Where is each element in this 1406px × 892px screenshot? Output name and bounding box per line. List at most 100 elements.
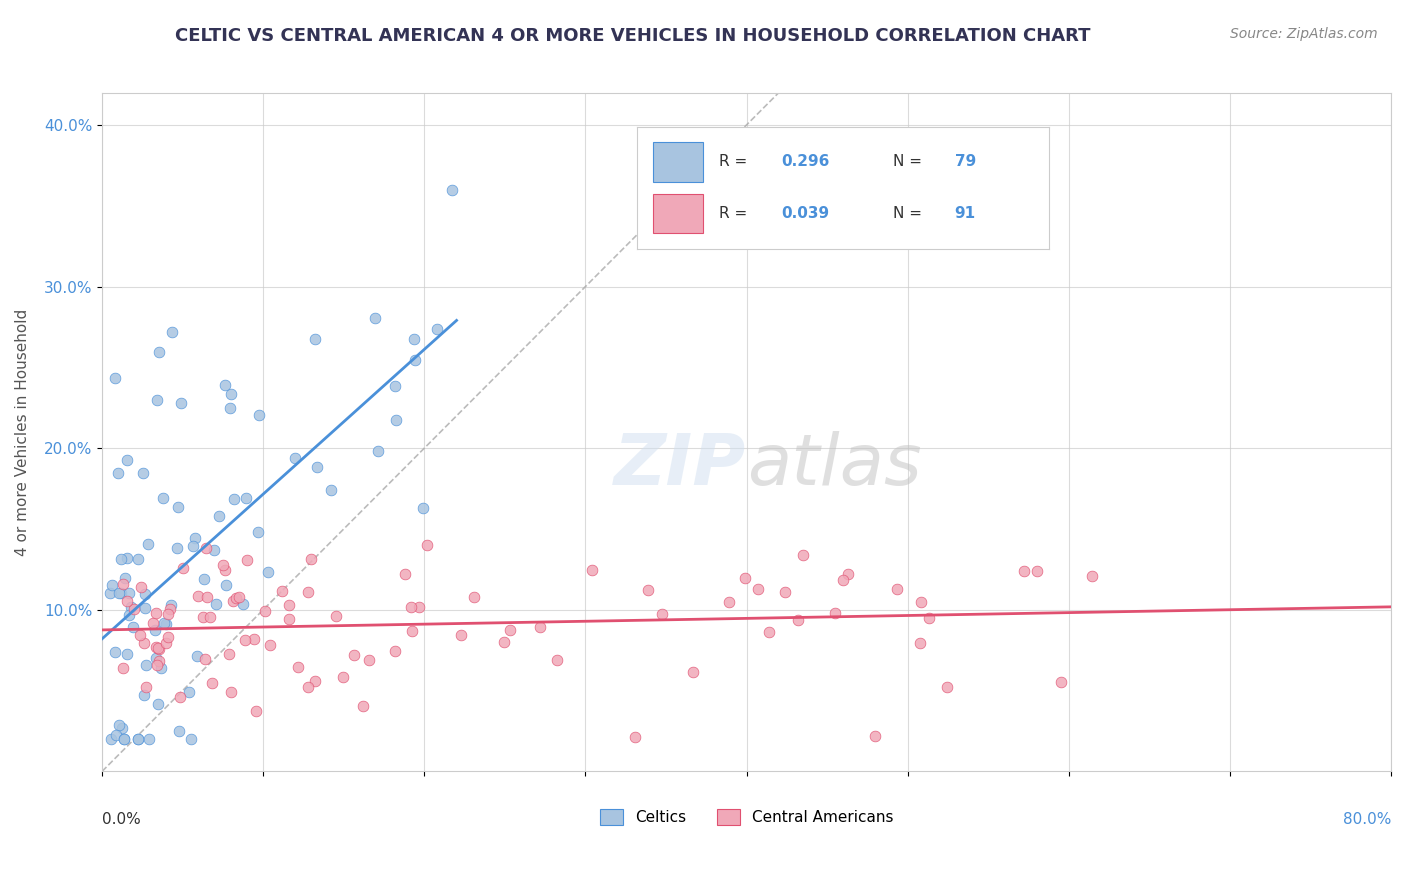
Point: [115, 550, 138, 565]
Point: [259, 638, 281, 652]
Point: [1081, 569, 1104, 583]
Point: [682, 665, 704, 679]
Point: [581, 563, 603, 577]
Point: [121, 620, 143, 634]
Point: [170, 396, 193, 410]
Point: [247, 409, 270, 423]
Point: [155, 616, 177, 631]
Point: [212, 558, 235, 573]
Point: [148, 345, 170, 359]
Point: [110, 552, 132, 566]
Point: [145, 392, 167, 407]
Point: [146, 697, 169, 711]
Point: [115, 594, 138, 608]
Point: [104, 371, 127, 385]
Point: [134, 601, 156, 615]
Point: [325, 608, 347, 623]
Point: [105, 728, 128, 742]
Point: [399, 600, 422, 615]
Point: [359, 653, 381, 667]
Point: [792, 548, 814, 562]
Point: [287, 660, 309, 674]
Point: [218, 648, 240, 662]
Point: [187, 589, 209, 603]
Point: [222, 491, 245, 506]
Point: [167, 724, 190, 739]
Point: [167, 500, 190, 514]
Point: [918, 610, 941, 624]
Point: [148, 642, 170, 657]
Point: [149, 660, 172, 674]
Point: [450, 628, 472, 642]
Point: [247, 525, 270, 540]
Point: [408, 599, 430, 614]
Point: [384, 379, 406, 393]
Y-axis label: 4 or more Vehicles in Household: 4 or more Vehicles in Household: [15, 309, 30, 556]
Point: [194, 652, 217, 666]
Point: [463, 590, 485, 604]
Point: [111, 722, 134, 736]
Point: [233, 633, 256, 648]
Point: [426, 321, 449, 335]
Point: [184, 531, 207, 545]
Point: [624, 730, 647, 744]
Point: [304, 673, 326, 688]
Point: [208, 509, 231, 524]
Point: [787, 614, 810, 628]
Point: [343, 648, 366, 662]
Point: [146, 640, 169, 655]
Point: [412, 500, 434, 515]
Point: [132, 636, 155, 650]
Point: [441, 183, 464, 197]
Point: [135, 680, 157, 694]
Point: [195, 590, 218, 604]
Point: [180, 732, 202, 747]
Point: [1050, 675, 1073, 690]
Point: [214, 563, 236, 577]
Point: [394, 567, 416, 582]
Point: [112, 732, 135, 747]
Point: [245, 704, 267, 718]
Point: [100, 732, 122, 747]
Point: [156, 607, 179, 621]
Point: [145, 650, 167, 665]
Point: [546, 652, 568, 666]
Point: [837, 566, 859, 581]
Point: [112, 732, 135, 747]
Point: [651, 607, 673, 621]
Point: [138, 732, 160, 747]
Point: [637, 582, 659, 597]
Point: [307, 460, 329, 475]
Point: [122, 602, 145, 616]
Point: [145, 657, 167, 672]
Point: [153, 615, 176, 630]
Point: [172, 561, 194, 575]
Point: [304, 332, 326, 346]
Point: [225, 591, 247, 606]
Point: [219, 685, 242, 699]
Point: [352, 699, 374, 714]
Text: Source: ZipAtlas.com: Source: ZipAtlas.com: [1230, 27, 1378, 41]
Point: [404, 353, 426, 368]
Point: [257, 565, 280, 579]
Point: [832, 573, 855, 587]
Point: [135, 657, 157, 672]
Point: [145, 640, 167, 654]
Point: [142, 615, 165, 630]
Point: [416, 538, 439, 552]
Point: [108, 586, 131, 600]
Point: [127, 552, 149, 566]
Point: [529, 620, 551, 634]
Point: [284, 451, 307, 466]
Point: [824, 606, 846, 620]
Point: [1012, 565, 1035, 579]
Point: [166, 541, 188, 556]
Point: [499, 623, 522, 637]
Point: [111, 577, 134, 591]
Point: [299, 551, 322, 566]
Point: [155, 636, 177, 650]
Point: [773, 585, 796, 599]
Point: [717, 595, 740, 609]
Point: [108, 718, 131, 732]
Point: [118, 607, 141, 622]
